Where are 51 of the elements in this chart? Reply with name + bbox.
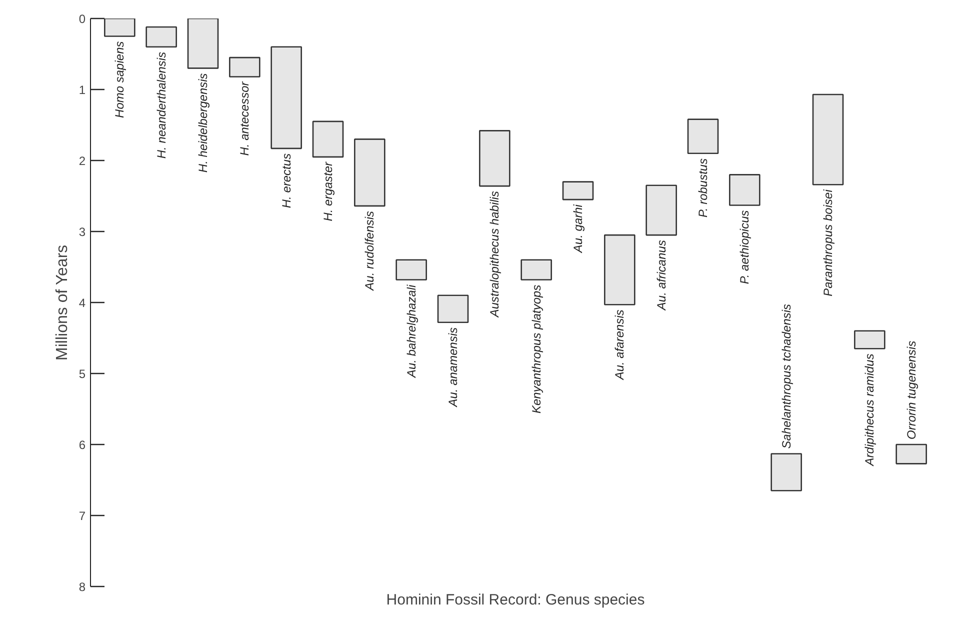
x-tick-label: Paranthropus boisei [821,189,835,296]
bar [896,444,927,464]
x-tick-label: Homo sapiens [112,41,127,118]
y-axis-title: Millions of Years [54,244,71,360]
bar [604,234,636,306]
x-tick-label: Au. africanus [654,240,668,312]
x-tick-label: Au. rudolfensis [362,210,377,292]
x-tick-label: Au. bahrelghazali [404,284,418,379]
y-tick-label: 3 [78,225,86,239]
x-tick-label: Au. afarensis [612,310,627,381]
y-tick-label: 2 [78,154,86,168]
y-tick-label: 6 [78,438,86,452]
x-tick-label: Australopithecus habilis [488,191,502,318]
x-tick-label: Sahelanthropus tchadensis [779,304,794,449]
bar [312,120,344,158]
y-tick-label: 4 [78,296,86,310]
x-tick-label: Au. anamensis [446,327,460,408]
bar [270,46,302,150]
x-tick-label: Au. garhi [571,204,585,254]
bar [354,138,386,207]
bar [104,18,136,37]
bar [187,18,219,69]
x-tick-label: H. erectus [279,153,294,208]
x-tick-label: H. neanderthalensis [154,52,168,159]
bar [146,26,177,48]
x-tick-label: Ardipithecus ramidus [862,354,877,467]
x-axis-title: Hominin Fossil Record: Genus species [386,592,645,608]
x-tick-label: Kenyanthropus platyops [529,284,544,414]
x-tick-label: H. antecessor [238,80,252,156]
bar [770,453,802,492]
x-tick-label: P. robustus [696,158,710,218]
y-tick-label: 7 [78,509,86,523]
y-tick-label: 5 [78,367,86,381]
bar [646,184,677,236]
x-tick-label: P. aethiopicus [738,210,752,284]
x-tick-label: H. ergaster [321,160,335,222]
y-tick-label: 1 [78,83,86,97]
bar [396,259,427,280]
bar [520,259,552,280]
bar [437,294,469,324]
y-tick-label: 0 [78,12,86,26]
bar [812,94,844,186]
x-tick-label: H. heidelbergensis [196,73,210,173]
x-tick-label: Orrorin tugenensis [904,340,918,440]
bar [687,118,719,154]
y-tick-label: 8 [78,580,86,594]
bar [229,56,260,78]
bar [854,330,886,350]
bar [729,174,760,206]
bar [479,130,510,187]
bar [562,181,594,200]
